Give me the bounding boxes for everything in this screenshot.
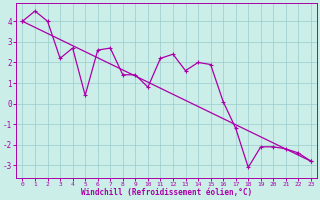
X-axis label: Windchill (Refroidissement éolien,°C): Windchill (Refroidissement éolien,°C) [81, 188, 252, 197]
